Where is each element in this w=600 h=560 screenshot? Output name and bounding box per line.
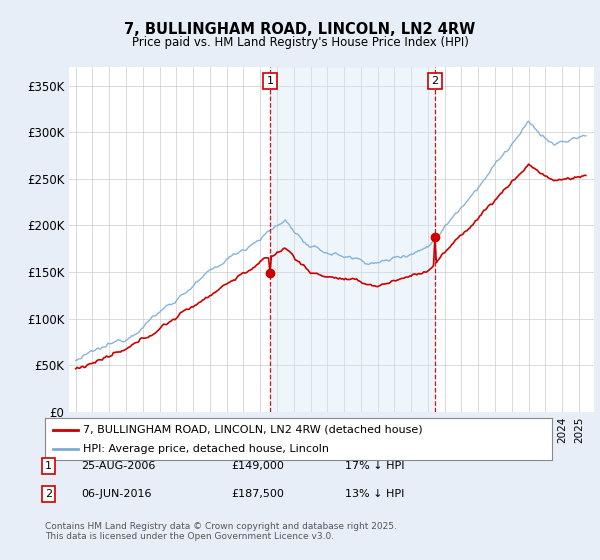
Text: 7, BULLINGHAM ROAD, LINCOLN, LN2 4RW: 7, BULLINGHAM ROAD, LINCOLN, LN2 4RW — [124, 22, 476, 38]
Text: Contains HM Land Registry data © Crown copyright and database right 2025.
This d: Contains HM Land Registry data © Crown c… — [45, 522, 397, 542]
Text: £149,000: £149,000 — [231, 461, 284, 471]
Text: £187,500: £187,500 — [231, 489, 284, 499]
Text: 25-AUG-2006: 25-AUG-2006 — [81, 461, 155, 471]
Text: 17% ↓ HPI: 17% ↓ HPI — [345, 461, 404, 471]
Text: HPI: Average price, detached house, Lincoln: HPI: Average price, detached house, Linc… — [83, 444, 329, 454]
Text: 7, BULLINGHAM ROAD, LINCOLN, LN2 4RW (detached house): 7, BULLINGHAM ROAD, LINCOLN, LN2 4RW (de… — [83, 424, 422, 435]
Text: 1: 1 — [266, 76, 274, 86]
Text: 2: 2 — [45, 489, 52, 499]
Text: 13% ↓ HPI: 13% ↓ HPI — [345, 489, 404, 499]
Text: 06-JUN-2016: 06-JUN-2016 — [81, 489, 151, 499]
Text: 1: 1 — [45, 461, 52, 471]
Text: Price paid vs. HM Land Registry's House Price Index (HPI): Price paid vs. HM Land Registry's House … — [131, 36, 469, 49]
Text: 2: 2 — [431, 76, 439, 86]
Bar — [270, 67, 435, 412]
